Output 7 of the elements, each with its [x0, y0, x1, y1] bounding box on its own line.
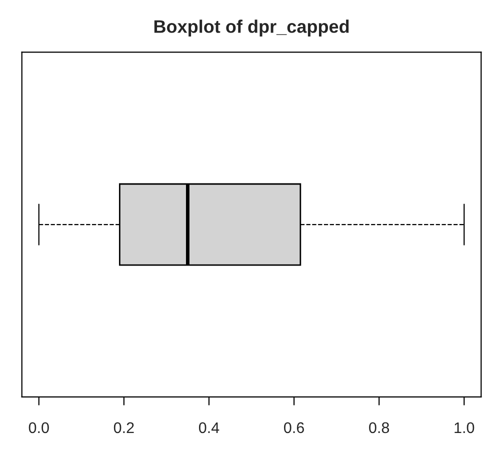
x-tick-label: 1.0: [454, 422, 474, 434]
x-tick-label: 0.2: [114, 422, 134, 434]
x-tick-label: 0.4: [198, 422, 220, 434]
x-tick-label: 0.8: [369, 422, 390, 434]
x-tick-label: 0.0: [28, 422, 49, 434]
chart-title: Boxplot of dpr_capped: [154, 20, 349, 36]
x-tick-label: 0.6: [284, 422, 304, 434]
